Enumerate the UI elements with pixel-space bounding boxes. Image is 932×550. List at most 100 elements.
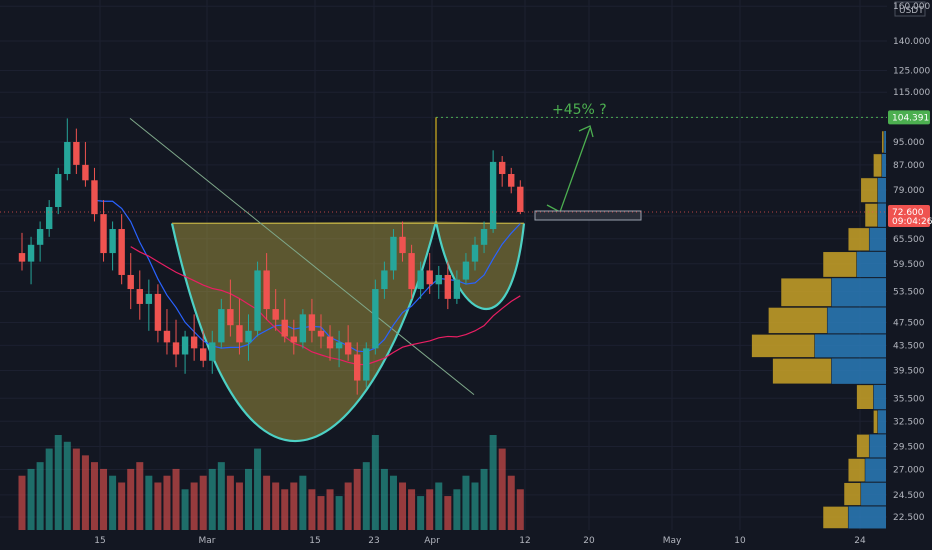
candle-body[interactable]	[444, 274, 452, 299]
profile-down-bar	[856, 384, 874, 410]
candle-body[interactable]	[326, 336, 334, 349]
profile-up-bar	[831, 358, 886, 384]
candle-body[interactable]	[100, 214, 107, 254]
profile-up-bar	[877, 203, 886, 227]
volume-bar	[109, 475, 117, 530]
volume-bar	[18, 475, 26, 530]
candle-body[interactable]	[91, 180, 98, 215]
volume-bar	[118, 482, 126, 530]
price-tick-label: 59.500	[893, 260, 925, 270]
volume-bar	[199, 475, 207, 530]
candle-body[interactable]	[417, 270, 424, 290]
candle-body[interactable]	[118, 229, 125, 275]
candle-body[interactable]	[64, 141, 71, 175]
candle-body[interactable]	[489, 161, 497, 230]
candle-body[interactable]	[372, 289, 379, 349]
candle-body[interactable]	[480, 229, 488, 245]
candle-body[interactable]	[236, 325, 243, 343]
candle-body[interactable]	[498, 161, 506, 175]
candle-body[interactable]	[381, 270, 388, 290]
time-tick-label: 12	[519, 536, 530, 546]
candle-body[interactable]	[154, 293, 162, 331]
last-price-tag	[888, 204, 930, 227]
candle-body[interactable]	[36, 229, 44, 245]
candle-body[interactable]	[390, 236, 397, 271]
candlesticks[interactable]	[18, 118, 524, 395]
volume-bar	[362, 462, 370, 530]
candle-body[interactable]	[200, 348, 207, 361]
price-axis-bg	[887, 0, 932, 550]
candle-body[interactable]	[435, 274, 442, 285]
candle-body[interactable]	[462, 261, 470, 280]
candle-body[interactable]	[344, 342, 352, 355]
time-axis[interactable]: 15 Mar 15 23 Apr 12 20 May 10 24	[94, 536, 866, 546]
volume-bars	[18, 435, 524, 530]
candle-body[interactable]	[453, 279, 461, 299]
candle-body[interactable]	[82, 164, 89, 181]
profile-down-bar	[768, 307, 828, 334]
candle-body[interactable]	[299, 314, 307, 343]
last-price-label: 72.600	[892, 208, 924, 218]
profile-up-bar	[860, 482, 886, 506]
candle-body[interactable]	[245, 330, 252, 343]
candle-body[interactable]	[27, 244, 35, 262]
candle-body[interactable]	[209, 342, 216, 361]
candle-body[interactable]	[399, 236, 406, 254]
volume-bar	[389, 475, 397, 530]
profile-up-bar	[877, 410, 886, 434]
candle-body[interactable]	[45, 207, 53, 230]
price-tick-label: 32.500	[893, 417, 925, 427]
candle-body[interactable]	[109, 229, 116, 254]
volume-bar	[45, 448, 53, 530]
candle-body[interactable]	[73, 141, 80, 165]
candle-body[interactable]	[136, 289, 143, 304]
price-tick-label: 115.000	[893, 88, 930, 98]
price-axis[interactable]: USDT 22.500 24.500 27.000 29.500 32.500 35.50…	[887, 0, 932, 550]
candle-body[interactable]	[163, 330, 171, 343]
candle-body[interactable]	[281, 319, 288, 337]
candle-body[interactable]	[308, 314, 316, 331]
trend-line	[129, 118, 475, 396]
volume-bar	[462, 475, 470, 530]
candle-body[interactable]	[508, 174, 515, 187]
candle-body[interactable]	[254, 270, 261, 331]
candle-body[interactable]	[55, 174, 62, 208]
candle-body[interactable]	[218, 309, 225, 343]
volume-bar	[72, 448, 80, 530]
volume-bar	[136, 462, 144, 530]
candle-body[interactable]	[517, 186, 524, 212]
volume-bar	[281, 489, 289, 530]
candle-body[interactable]	[18, 253, 26, 262]
candle-body[interactable]	[227, 309, 234, 326]
candle-body[interactable]	[354, 354, 361, 381]
volume-bar	[145, 475, 153, 530]
candle-body[interactable]	[181, 336, 189, 355]
candle-body[interactable]	[190, 336, 198, 349]
volume-bar	[453, 489, 461, 530]
candle-body[interactable]	[426, 270, 433, 285]
candle-body[interactable]	[290, 336, 297, 343]
candle-body[interactable]	[363, 348, 370, 381]
candle-body[interactable]	[263, 270, 270, 310]
price-tick-label: 160.000	[893, 2, 930, 12]
candle-body[interactable]	[127, 274, 134, 290]
target-price-tag	[888, 110, 930, 125]
currency-box[interactable]	[894, 1, 926, 17]
candle-body[interactable]	[172, 342, 180, 355]
volume-bar	[290, 482, 298, 530]
volume-bar	[63, 441, 71, 530]
volume-bar	[154, 482, 162, 530]
profile-up-bar	[848, 506, 886, 529]
volume-bar	[245, 468, 252, 530]
profile-down-bar	[847, 227, 870, 252]
time-tick-label: 10	[734, 536, 746, 546]
candle-body[interactable]	[471, 244, 479, 262]
volume-bar	[344, 482, 352, 530]
candle-body[interactable]	[335, 342, 343, 349]
candle-body[interactable]	[145, 293, 153, 304]
profile-up-bar	[873, 384, 886, 410]
candle-body[interactable]	[272, 309, 279, 320]
candle-body[interactable]	[317, 330, 325, 337]
candle-body[interactable]	[408, 253, 415, 290]
